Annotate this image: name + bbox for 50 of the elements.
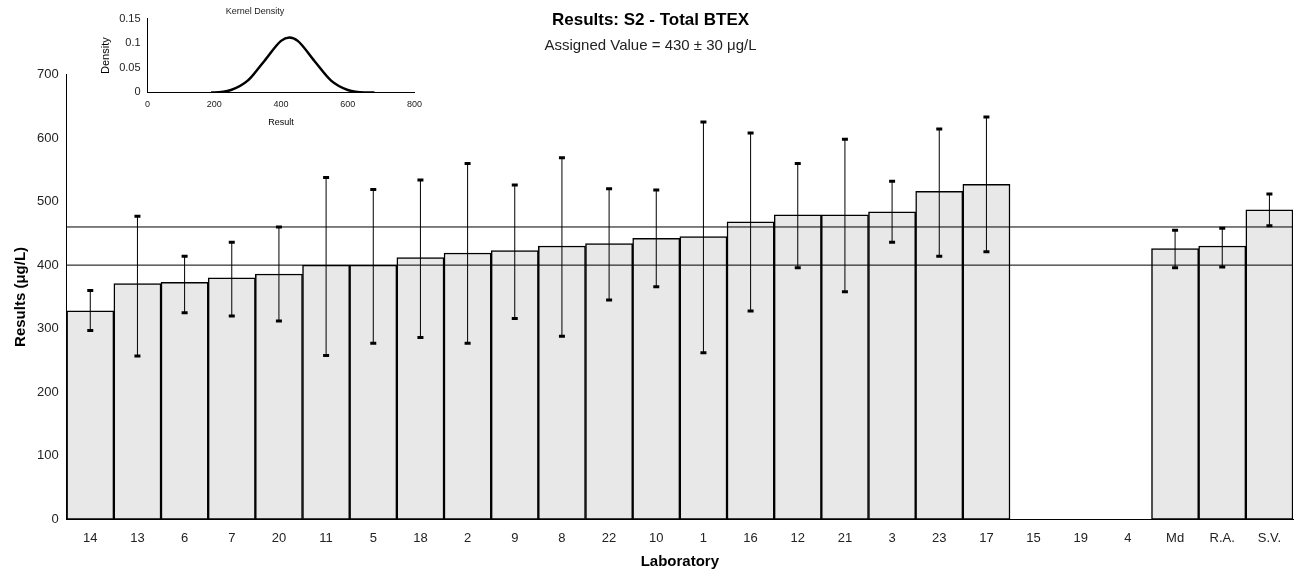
- x-tick-label: 4: [1124, 529, 1132, 545]
- chart-title: Kernel Density: [225, 5, 285, 16]
- y-tick-label: 0: [51, 510, 59, 526]
- x-tick-label: 18: [413, 529, 428, 545]
- y-axis-title: Results (μg/L): [11, 246, 29, 347]
- x-tick-label: 14: [83, 529, 98, 545]
- y-tick-label: 400: [36, 256, 59, 272]
- y-tick-label: 0.15: [119, 11, 141, 24]
- x-tick-label: 400: [273, 99, 289, 110]
- x-tick-label: 200: [206, 99, 222, 110]
- x-tick-label: 5: [369, 529, 377, 545]
- x-tick-label: 800: [406, 99, 423, 110]
- y-tick-label: 100: [36, 447, 59, 463]
- x-tick-label: 2: [463, 529, 472, 545]
- x-tick-label: 21: [837, 529, 853, 545]
- x-tick-label: 600: [340, 99, 356, 110]
- x-tick-label: 10: [649, 529, 664, 545]
- y-tick-label: 500: [36, 193, 59, 209]
- x-tick-label: 11: [319, 529, 333, 545]
- y-tick-label: 0.05: [119, 60, 141, 73]
- x-tick-label: S.V.: [1257, 529, 1282, 545]
- x-tick-label: 0: [145, 99, 151, 110]
- x-tick-label: 15: [1026, 529, 1041, 545]
- y-tick-label: 600: [36, 129, 59, 145]
- y-tick-label: 300: [36, 320, 59, 336]
- x-tick-label: 12: [790, 529, 805, 545]
- x-tick-label: 1: [699, 529, 708, 545]
- x-axis-title: Laboratory: [640, 552, 720, 570]
- y-tick-label: 0: [134, 85, 141, 98]
- x-tick-label: 3: [888, 529, 896, 545]
- y-tick-label: 700: [36, 65, 59, 81]
- chart-subtitle: Assigned Value = 430 ± 30 μg/L: [544, 35, 757, 53]
- x-tick-label: R.A.: [1209, 529, 1235, 545]
- x-tick-label: 23: [932, 529, 947, 545]
- x-tick-label: 22: [601, 529, 617, 545]
- x-tick-label: 8: [558, 529, 566, 545]
- y-tick-label: 0.1: [125, 36, 141, 49]
- x-axis-title: Result: [268, 117, 295, 128]
- y-tick-label: 200: [36, 383, 59, 399]
- x-tick-label: 13: [130, 529, 145, 545]
- x-tick-label: 6: [180, 529, 189, 545]
- x-tick-label: 19: [1073, 529, 1088, 545]
- chart-title: Results: S2 - Total BTEX: [551, 9, 750, 29]
- x-tick-label: 17: [979, 529, 994, 545]
- x-tick-label: 9: [511, 529, 519, 545]
- x-tick-label: 16: [743, 529, 758, 545]
- x-tick-label: Md: [1166, 529, 1185, 545]
- x-tick-label: 20: [271, 529, 287, 545]
- y-axis-title: Density: [98, 36, 111, 74]
- x-tick-label: 7: [228, 529, 236, 545]
